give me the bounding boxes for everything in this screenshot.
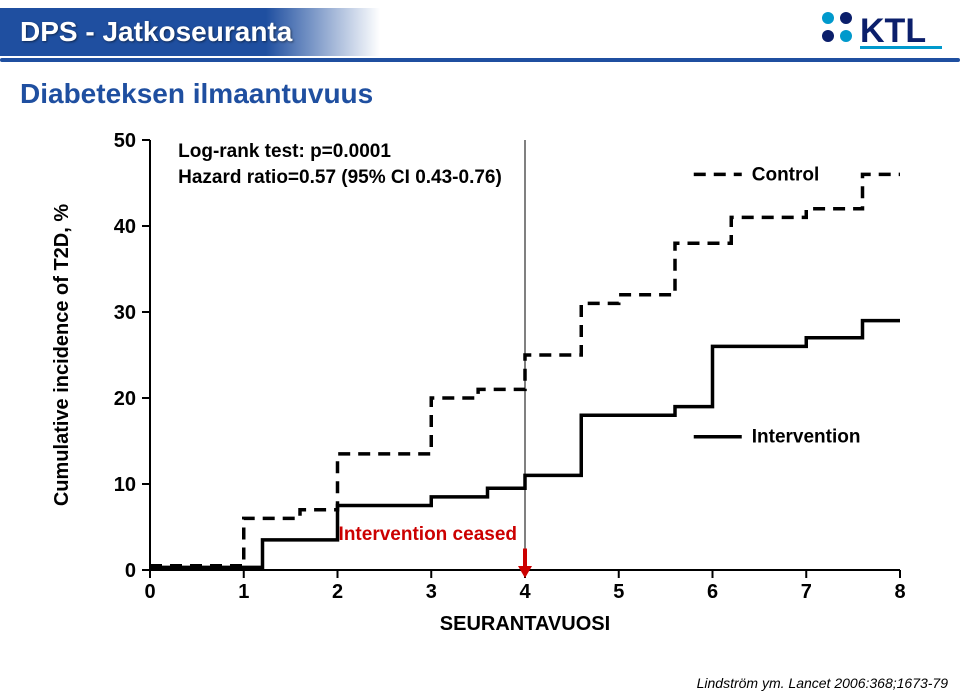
y-tick-label: 30 <box>114 302 136 324</box>
stats-line-1: Log-rank test: p=0.0001 <box>178 141 391 162</box>
x-tick-label: 7 <box>801 581 812 603</box>
intervention-ceased-arrow-head <box>518 566 532 578</box>
x-tick-label: 6 <box>707 581 718 603</box>
x-tick-label: 0 <box>144 581 155 603</box>
y-axis-label: Cumulative incidence of T2D, % <box>51 204 73 507</box>
intervention-ceased-label: Intervention ceased <box>339 524 517 545</box>
chart: 0 10 20 30 40 50 0 1 2 3 4 5 6 7 8 Cumulative incidence… <box>40 130 920 650</box>
x-axis-label: SEURANTAVUOSI <box>440 613 610 635</box>
subtitle-text: Diabeteksen ilmaantuvuus <box>20 78 373 109</box>
x-tick-label: 2 <box>332 581 343 603</box>
y-tick-label: 10 <box>114 474 136 496</box>
legend-label-control: Control <box>752 164 820 185</box>
y-tick-label: 40 <box>114 216 136 238</box>
stats-line-2: Hazard ratio=0.57 (95% CI 0.43-0.76) <box>178 167 502 188</box>
header: DPS - Jatkoseuranta KTL <box>0 0 960 64</box>
y-tick-label: 20 <box>114 388 136 410</box>
svg-text:KTL: KTL <box>860 12 926 50</box>
x-tick-label: 5 <box>613 581 624 603</box>
x-tick-label: 8 <box>894 581 905 603</box>
subtitle: Diabeteksen ilmaantuvuus <box>20 78 373 110</box>
x-tick-label: 1 <box>238 581 249 603</box>
ktl-logo: KTL <box>816 6 946 54</box>
citation: Lindström ym. Lancet 2006:368;1673-79 <box>697 675 948 691</box>
page-title: DPS - Jatkoseuranta <box>20 16 292 47</box>
legend-label-intervention: Intervention <box>752 427 861 448</box>
x-tick-label: 4 <box>519 581 531 603</box>
citation-text: Lindström ym. Lancet 2006:368;1673-79 <box>697 675 948 691</box>
x-tick-label: 3 <box>426 581 437 603</box>
y-tick-label: 0 <box>125 560 136 582</box>
header-rule <box>0 58 960 62</box>
y-tick-label: 50 <box>114 130 136 152</box>
title-banner: DPS - Jatkoseuranta <box>0 8 380 56</box>
